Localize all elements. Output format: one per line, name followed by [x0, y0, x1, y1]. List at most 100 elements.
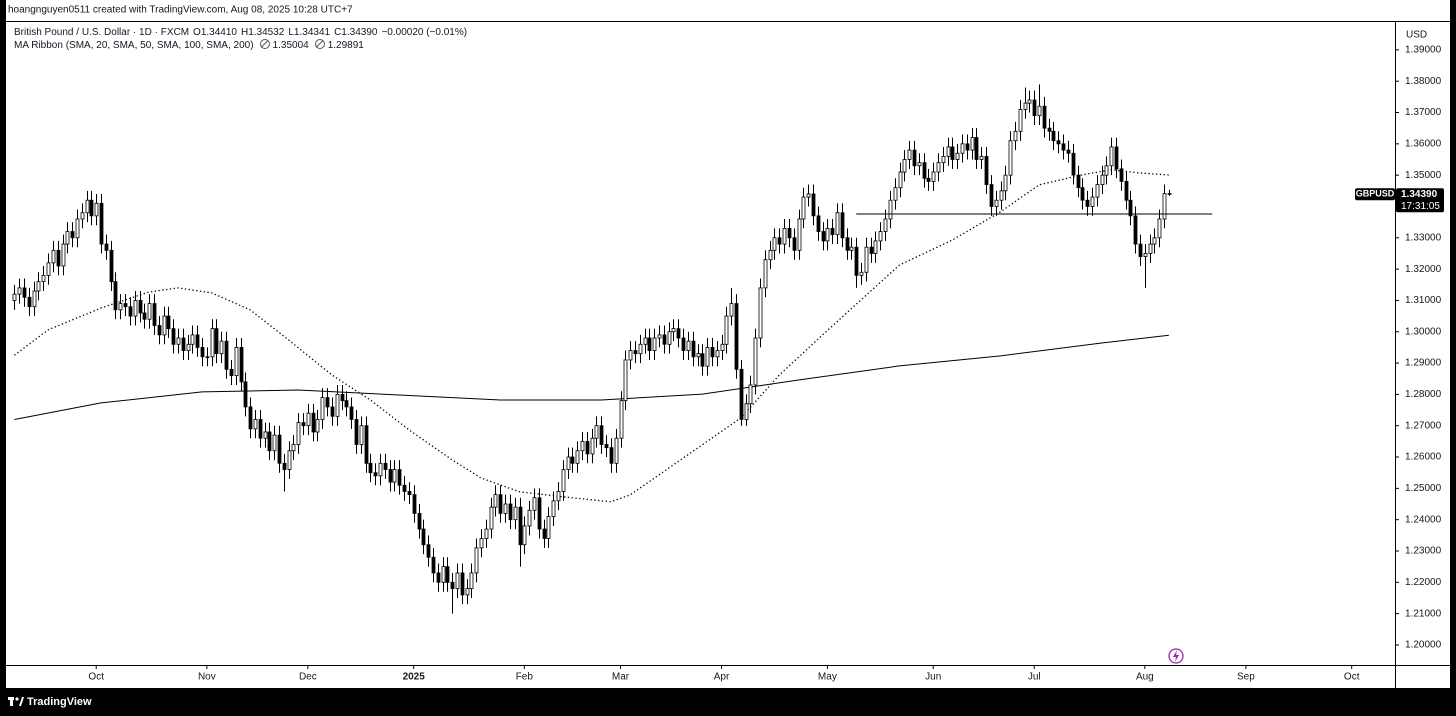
candle-body	[263, 431, 268, 439]
candle-body	[364, 425, 369, 464]
y-tick-label: 1.38000	[1405, 76, 1442, 87]
candle-body	[426, 544, 431, 558]
candle-body	[388, 469, 393, 483]
candle-body	[960, 143, 965, 154]
x-tick-label: Dec	[299, 672, 317, 683]
candle-body	[109, 249, 114, 283]
candle-body	[917, 162, 922, 167]
y-tick-label: 1.22000	[1405, 577, 1442, 588]
candle-body	[1042, 105, 1047, 129]
moving-average	[14, 169, 1169, 503]
candle-body	[546, 516, 551, 539]
candle-body	[378, 462, 383, 477]
ohlc: L1.34341	[288, 27, 331, 38]
candle-body	[1018, 108, 1023, 132]
symbol-title: British Pound / U.S. Dollar · 1D · FXCM	[14, 27, 190, 38]
candle-body	[1143, 253, 1148, 257]
candle-body	[715, 350, 720, 358]
candle-body	[1119, 168, 1124, 182]
candle-body	[128, 306, 133, 317]
candle-body	[1071, 152, 1076, 176]
x-tick-label: Nov	[198, 672, 216, 683]
candle-body	[878, 231, 883, 242]
candle-body	[989, 184, 994, 207]
x-tick-label: Jul	[1028, 672, 1041, 683]
candle-body	[936, 162, 941, 173]
candle-body	[671, 328, 676, 333]
candle-body	[537, 497, 542, 530]
candle-body	[1104, 165, 1109, 176]
candle-body	[1114, 146, 1119, 170]
candle-body	[46, 262, 51, 276]
candle-body	[1138, 243, 1143, 257]
candle-body	[590, 437, 595, 455]
candle-body	[349, 406, 354, 420]
candle-body	[662, 334, 667, 345]
candle-body	[1061, 143, 1066, 151]
candle-body	[647, 337, 652, 351]
candle-body	[229, 368, 234, 377]
candle-body	[417, 513, 422, 530]
candle-body	[503, 503, 508, 514]
candle-body	[1090, 196, 1095, 207]
y-tick-label: 1.28000	[1405, 389, 1442, 400]
candle-body	[306, 412, 311, 427]
candle-body	[287, 450, 292, 470]
candle-body	[585, 440, 590, 455]
candle-body	[527, 509, 532, 527]
candle-body	[65, 231, 70, 245]
ohlc: H1.34532	[240, 27, 285, 38]
candle-body	[489, 506, 494, 530]
candle-body	[133, 300, 138, 317]
candle-body	[667, 331, 672, 345]
footer-brand: TradingView	[27, 696, 92, 708]
symbol-badge	[1355, 188, 1395, 201]
event-icon[interactable]	[1168, 648, 1184, 664]
candle-body	[450, 581, 455, 589]
candle-body	[676, 328, 681, 339]
x-tick-label: Oct	[1344, 672, 1360, 683]
candle-body	[474, 547, 479, 574]
candle-body	[772, 237, 777, 251]
candle-body	[234, 347, 239, 377]
candle-body	[436, 572, 441, 583]
candle-body	[888, 199, 893, 220]
candle-body	[614, 437, 619, 464]
candle-body	[315, 419, 320, 433]
candle-body	[522, 525, 527, 546]
candle-body	[518, 506, 523, 546]
candle-body	[710, 347, 715, 358]
candle-body	[123, 303, 128, 308]
candle-body	[402, 484, 407, 492]
candle-body	[787, 227, 792, 239]
candle-body	[681, 337, 686, 351]
y-tick-label: 1.26000	[1405, 452, 1442, 463]
candle-body	[873, 240, 878, 254]
candle-body	[768, 249, 773, 261]
ma-icon	[259, 39, 270, 49]
candle-body	[455, 572, 460, 589]
candle-body	[340, 393, 345, 402]
candle-body	[51, 249, 56, 264]
candle-body	[205, 356, 210, 359]
candle-body	[1076, 174, 1081, 189]
candle-body	[984, 155, 989, 185]
candle-body	[869, 246, 874, 254]
candle-body	[138, 300, 143, 314]
candle-body	[94, 202, 99, 217]
candle-body	[335, 393, 340, 417]
candle-body	[734, 303, 739, 370]
y-tick-label: 1.36000	[1405, 138, 1442, 149]
candle-body	[580, 440, 585, 452]
candle-body	[946, 146, 951, 157]
candle-body	[1100, 174, 1105, 185]
candle-body	[17, 287, 22, 295]
candle-body	[811, 193, 816, 217]
y-tick-label: 1.29000	[1405, 358, 1442, 369]
candle-body	[441, 566, 446, 583]
candle-body	[368, 462, 373, 474]
legend: British Pound / U.S. Dollar · 1D · FXCM O…	[14, 26, 471, 52]
candle-body	[902, 159, 907, 173]
